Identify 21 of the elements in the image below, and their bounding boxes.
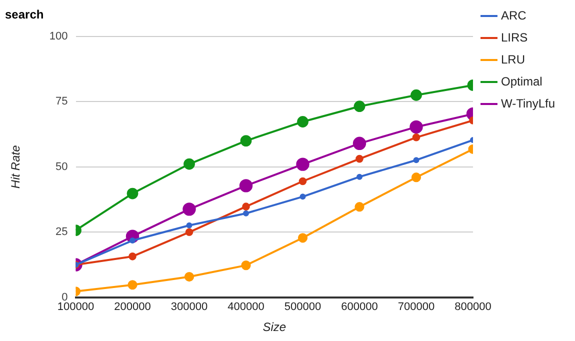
legend-label: LIRS [500,30,528,44]
x-tick-label: 700000 [398,301,435,314]
legend-label: LRU [500,52,526,66]
y-tick-label: 50 [56,160,68,173]
x-tick-label: 500000 [284,301,322,314]
x-tick-label: 600000 [341,301,378,314]
legend-label: ARC [500,8,527,22]
y-axis-title: Hit Rate [8,144,23,189]
x-tick-label: 800000 [454,301,492,314]
x-tick-label: 100000 [57,301,94,314]
legend-label: Optimal [500,74,542,88]
legend-label: W-TinyLfu [500,96,556,110]
y-tick-label: 0 [62,291,68,304]
x-axis-title: Size [262,320,286,334]
x-tick-label: 200000 [114,301,151,314]
chart-title: search [5,8,44,22]
y-tick-label: 25 [56,226,68,238]
x-tick-label: 400000 [228,301,264,314]
y-tick-label: 75 [56,96,68,108]
x-tick-label: 300000 [170,301,208,314]
y-tick-label: 100 [49,30,68,42]
